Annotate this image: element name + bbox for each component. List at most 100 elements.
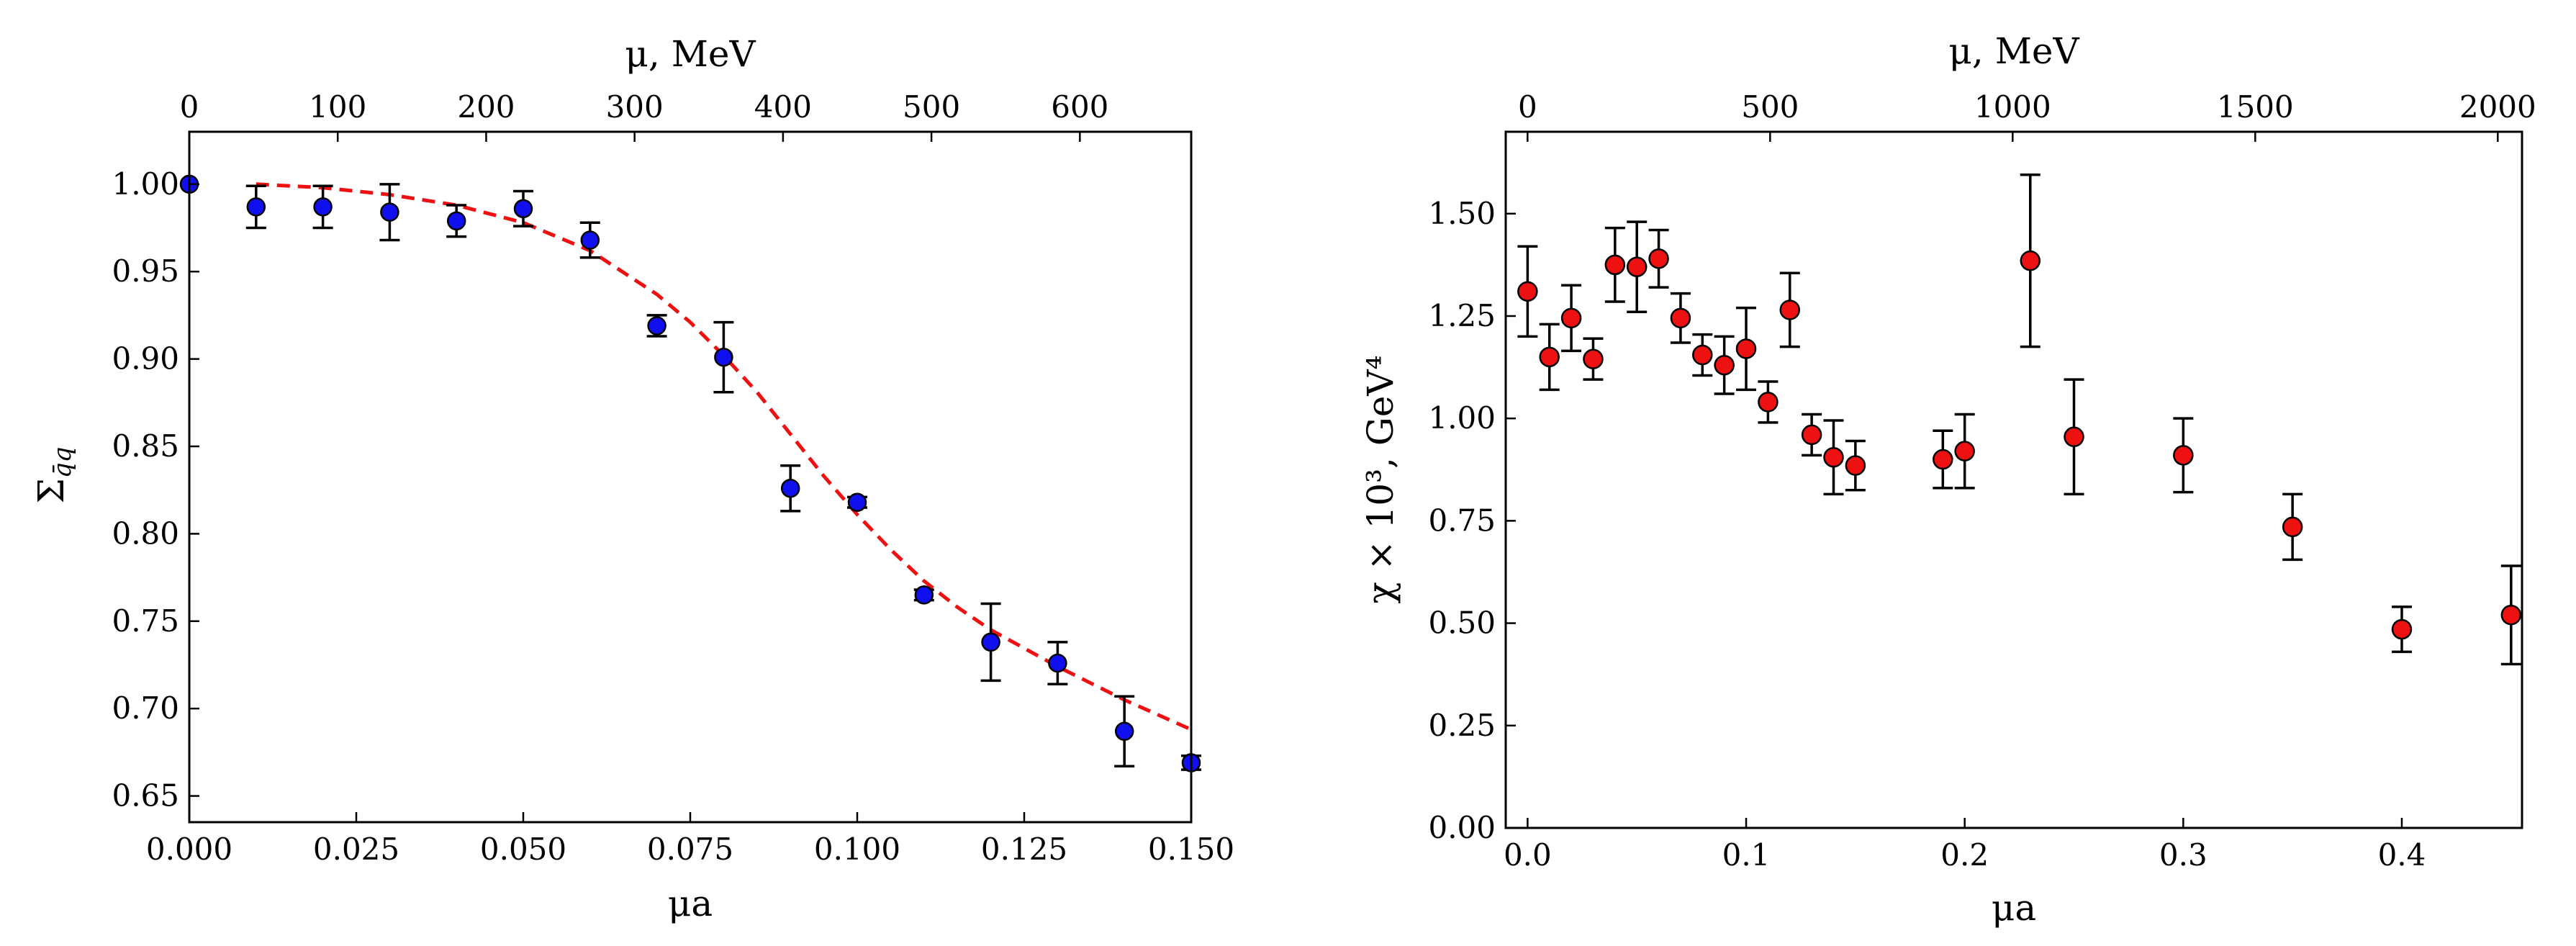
right-marker [1823, 446, 1844, 468]
left-marker [1048, 653, 1067, 673]
right-marker [1539, 346, 1560, 368]
right-ytick-label: 1.25 [1428, 298, 1496, 333]
left-top-xtick-label: 300 [606, 89, 664, 125]
right-marker [2064, 426, 2084, 448]
right-marker [1845, 455, 1866, 476]
right-ytick-label: 0.75 [1428, 503, 1496, 538]
right-data-point [1801, 413, 1822, 457]
right-data-point [1626, 220, 1648, 314]
left-ylabel: Σq̄q [30, 447, 77, 504]
left-ytick-label: 0.80 [112, 515, 179, 551]
right-marker [1517, 281, 1538, 302]
right-data-point [2500, 564, 2522, 666]
right-ytick-label: 1.00 [1428, 400, 1496, 436]
right-top-xtick-label: 1500 [2217, 89, 2294, 125]
left-ytick-label: 0.65 [112, 778, 179, 814]
right-data-point [1648, 228, 1669, 289]
right-xtick-label: 0.4 [2378, 837, 2426, 873]
right-ylabel: χ × 10³, GeV⁴ [1360, 355, 1401, 603]
left-data-point [245, 184, 266, 230]
left-data-point [1114, 695, 1135, 768]
left-data-point [913, 585, 934, 605]
right-plot-frame [1504, 130, 2523, 829]
left-data-point [513, 189, 533, 228]
right-marker [1954, 441, 1975, 461]
left-xlabel: μa [668, 883, 713, 924]
right-marker [1648, 248, 1669, 269]
right-marker [1626, 256, 1648, 277]
right-data-point [1933, 429, 1953, 490]
left-top-xtick-label: 500 [903, 89, 960, 125]
left-ylabel-symbol: Σ [30, 478, 72, 503]
left-xtick-label: 0.100 [814, 832, 900, 867]
left-marker [313, 197, 333, 217]
right-ytick-label: 1.50 [1428, 196, 1496, 231]
left-ytick-label: 0.75 [112, 603, 179, 639]
left-xtick-label: 0.000 [146, 832, 232, 867]
right-plot-content [1517, 173, 2522, 666]
right-data-point [1583, 337, 1604, 381]
right-data-point [1735, 306, 1757, 392]
left-marker [647, 316, 666, 335]
right-marker [1714, 354, 1735, 376]
right-xtick-label: 0.1 [1722, 837, 1771, 873]
right-marker [1604, 254, 1626, 276]
right-marker [2173, 445, 2194, 466]
left-axes: 0.000 0.025 0.050 0.075 0.100 0.125 0.150 0.65 0… [112, 89, 1234, 867]
right-data-point [1517, 245, 1538, 338]
right-data-point [1539, 323, 1560, 392]
left-marker [1114, 721, 1134, 742]
left-marker [580, 230, 600, 250]
left-plot-content [179, 174, 1201, 772]
left-ytick-label: 1.00 [112, 166, 179, 202]
right-marker [1933, 449, 1953, 470]
left-marker [914, 585, 934, 605]
right-data-point [2064, 378, 2084, 496]
right-data-point [2391, 605, 2413, 654]
right-data-point [1779, 271, 1801, 348]
left-fit-curve [256, 182, 1193, 731]
right-marker [2282, 516, 2303, 538]
left-marker [246, 197, 266, 217]
right-data-point [1604, 226, 1626, 303]
left-top-xtick-label: 0 [180, 89, 199, 125]
left-data-point [312, 184, 333, 230]
left-data-point [980, 602, 1001, 683]
right-ytick-label: 0.25 [1428, 708, 1496, 743]
right-top-xlabel: μ, MeV [1948, 30, 2079, 72]
right-marker [2500, 604, 2522, 626]
right-data-point [1954, 413, 1975, 490]
right-xtick-label: 0.2 [1940, 837, 1989, 873]
left-top-xtick-label: 600 [1051, 89, 1108, 125]
right-data-point [1845, 439, 1866, 492]
left-ylabel-subscript: q̄q [48, 447, 77, 479]
left-xtick-label: 0.125 [981, 832, 1067, 867]
right-data-point [1823, 419, 1844, 496]
right-data-point [1670, 292, 1691, 344]
left-ytick-label: 0.70 [112, 690, 179, 726]
right-data-point [2282, 492, 2303, 562]
left-data-point [579, 221, 600, 259]
left-marker [714, 347, 733, 367]
left-marker [981, 632, 1000, 652]
left-data-point [446, 204, 467, 238]
right-ytick-label: 0.50 [1428, 605, 1496, 641]
right-panel: 0.0 0.1 0.2 0.3 0.4 0.00 0.25 0.50 0.75 1.00 1.25 1… [1360, 30, 2536, 929]
right-data-point [1692, 333, 1713, 377]
left-marker [380, 202, 399, 222]
left-marker [780, 479, 800, 498]
right-axes: 0.0 0.1 0.2 0.3 0.4 0.00 0.25 0.50 0.75 1.00 1.25 1… [1428, 89, 2536, 873]
right-top-xtick-label: 0 [1518, 89, 1537, 125]
right-data-point [2173, 417, 2194, 494]
right-marker [1779, 299, 1801, 320]
left-data-point [1047, 641, 1068, 685]
right-marker [1758, 392, 1779, 413]
left-xtick-label: 0.025 [313, 832, 399, 867]
right-marker [1735, 338, 1757, 359]
right-marker [1670, 307, 1691, 329]
right-ytick-label: 0.00 [1428, 810, 1496, 845]
left-xtick-label: 0.050 [480, 832, 566, 867]
right-data-point [1714, 335, 1735, 395]
